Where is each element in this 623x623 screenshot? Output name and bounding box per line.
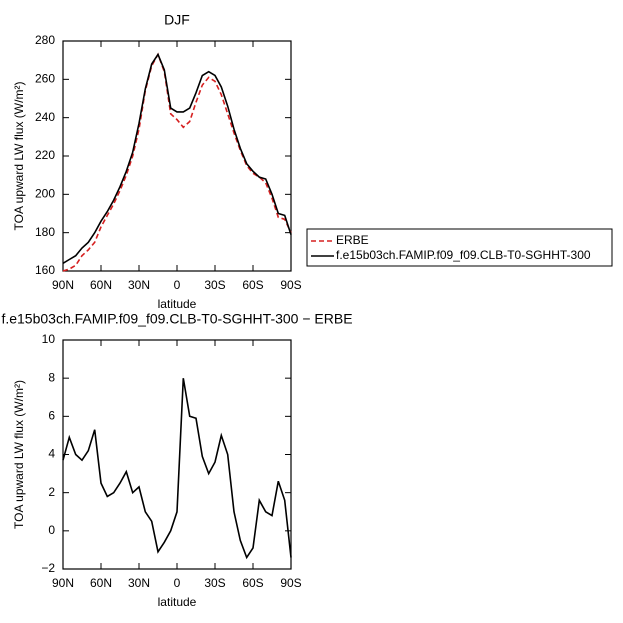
x-tick-label: 0 <box>174 278 181 292</box>
x-tick-label: 30N <box>128 576 150 590</box>
data-line <box>62 52 292 264</box>
x-tick-label: 90S <box>280 278 301 292</box>
y-axis-label: TOA upward LW flux (W/m²) <box>12 82 26 231</box>
x-tick-label: 60N <box>90 576 112 590</box>
y-tick-label: 220 <box>35 148 55 162</box>
legend-label: f.e15b03ch.FAMIP.f09_f09.CLB-T0-SGHHT-30… <box>336 248 591 262</box>
y-tick-label: 4 <box>48 447 55 461</box>
legend-box <box>306 228 613 267</box>
plot-frame <box>62 40 292 272</box>
x-tick-label: 60S <box>242 576 263 590</box>
legend: ERBEf.e15b03ch.FAMIP.f09_f09.CLB-T0-SGHH… <box>306 228 613 267</box>
x-tick-label: 90N <box>52 278 74 292</box>
legend-label: ERBE <box>336 233 369 247</box>
chart-title: DJF <box>164 12 190 28</box>
x-axis-label: latitude <box>158 297 197 311</box>
x-axis-label: latitude <box>158 595 197 609</box>
plot-frame <box>62 339 292 570</box>
y-tick-label: 6 <box>48 409 55 423</box>
x-tick-label: 90N <box>52 576 74 590</box>
y-tick-label: 180 <box>35 225 55 239</box>
y-tick-label: −2 <box>41 561 55 575</box>
chart-title: f.e15b03ch.FAMIP.f09_f09.CLB-T0-SGHHT-30… <box>1 311 352 327</box>
y-axis-label: TOA upward LW flux (W/m²) <box>12 380 26 529</box>
x-tick-label: 30N <box>128 278 150 292</box>
x-tick-label: 60S <box>242 278 263 292</box>
x-tick-label: 60N <box>90 278 112 292</box>
x-tick-label: 90S <box>280 576 301 590</box>
data-line <box>62 378 292 560</box>
y-tick-label: 260 <box>35 72 55 86</box>
x-tick-label: 0 <box>174 576 181 590</box>
y-tick-label: 0 <box>48 523 55 537</box>
x-tick-label: 30S <box>204 576 225 590</box>
y-tick-label: 160 <box>35 263 55 277</box>
y-tick-label: 280 <box>35 33 55 47</box>
y-tick-label: 200 <box>35 187 55 201</box>
y-tick-label: 2 <box>48 485 55 499</box>
y-tick-label: 8 <box>48 370 55 384</box>
data-line <box>62 52 292 272</box>
x-tick-label: 30S <box>204 278 225 292</box>
y-tick-label: 10 <box>42 332 56 346</box>
y-tick-label: 240 <box>35 110 55 124</box>
